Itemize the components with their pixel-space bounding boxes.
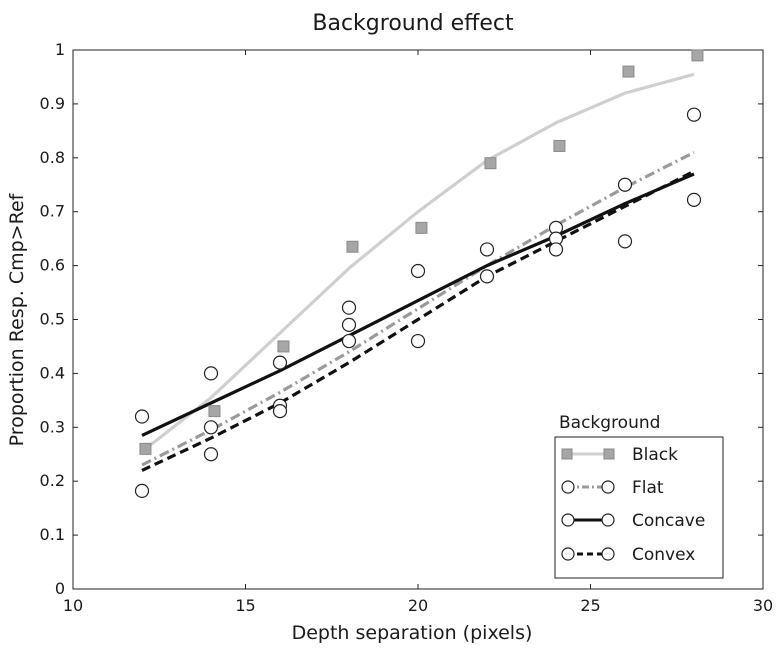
marker-open-circle — [203, 447, 219, 462]
x-tick-label: 30 — [753, 596, 773, 615]
legend-label-flat: Flat — [632, 478, 664, 498]
y-tick-label: 0.4 — [40, 363, 65, 382]
marker-open-circle — [134, 409, 150, 424]
marker-open-circle — [479, 242, 495, 257]
marker-open-circle — [134, 483, 150, 499]
marker-open-circle — [341, 333, 357, 349]
data-markers — [134, 49, 704, 499]
legend-label-concave: Concave — [632, 511, 705, 531]
legend-marker-circle — [561, 480, 575, 494]
y-tick-label: 0.8 — [40, 148, 65, 167]
marker-open-circle — [548, 242, 564, 257]
marker-black — [277, 340, 290, 353]
marker-black — [415, 221, 428, 234]
x-tick-label: 20 — [408, 596, 428, 615]
legend-title: Background — [559, 413, 660, 433]
legend-marker-circle — [601, 547, 615, 561]
marker-open-circle — [410, 333, 426, 349]
marker-open-circle — [686, 107, 702, 122]
marker-open-circle — [203, 366, 219, 381]
marker-open-circle — [410, 263, 426, 279]
y-tick-label: 0.7 — [40, 202, 65, 221]
x-tick-label: 10 — [63, 596, 83, 615]
marker-open-circle — [341, 317, 357, 332]
x-axis: 10 15 20 25 30 — [63, 50, 773, 615]
legend: Background Black Flat Concave Convex — [554, 413, 724, 579]
y-tick-label: 0.1 — [40, 525, 65, 544]
y-axis: 0 0.1 0.2 0.3 0.4 0.5 0.6 0.7 0.8 0.9 1 — [40, 40, 763, 598]
legend-marker-circle — [561, 547, 575, 561]
marker-black — [553, 139, 566, 152]
marker-black — [691, 49, 704, 62]
y-tick-label: 0.5 — [40, 310, 65, 329]
marker-black — [622, 65, 635, 78]
marker-open-circle — [617, 234, 633, 249]
marker-open-circle — [617, 177, 633, 192]
y-axis-label: Proportion Resp. Cmp>Ref — [6, 192, 28, 446]
marker-black — [139, 442, 152, 455]
y-tick-label: 0.6 — [40, 256, 65, 275]
legend-marker-circle — [601, 480, 615, 494]
fit-lines — [141, 72, 695, 472]
fit-line-concave — [141, 172, 695, 437]
y-tick-label: 0.2 — [40, 471, 65, 490]
marker-open-circle — [479, 269, 495, 284]
marker-open-circle — [203, 420, 219, 435]
fit-line-flat — [141, 150, 695, 467]
y-tick-label: 0.9 — [40, 94, 65, 113]
chart-title: Background effect — [312, 11, 514, 36]
marker-open-circle — [341, 300, 357, 315]
marker-open-circle — [686, 192, 702, 207]
marker-black — [484, 157, 497, 170]
legend-marker-square — [561, 448, 573, 460]
legend-label-convex: Convex — [632, 545, 695, 565]
marker-black — [346, 240, 359, 253]
legend-marker-circle — [601, 513, 615, 527]
legend-marker-circle — [561, 513, 575, 527]
x-tick-label: 15 — [235, 596, 255, 615]
y-tick-label: 1 — [55, 40, 65, 59]
marker-open-circle — [272, 404, 288, 419]
marker-black — [208, 405, 221, 418]
legend-marker-square — [603, 448, 615, 460]
fit-line-black — [141, 72, 695, 453]
fit-line-convex — [141, 169, 695, 472]
y-tick-label: 0 — [55, 579, 65, 598]
x-axis-label: Depth separation (pixels) — [292, 622, 533, 644]
marker-open-circle — [272, 355, 288, 370]
y-tick-label: 0.3 — [40, 417, 65, 436]
legend-label-black: Black — [632, 445, 678, 465]
x-tick-label: 25 — [580, 596, 600, 615]
